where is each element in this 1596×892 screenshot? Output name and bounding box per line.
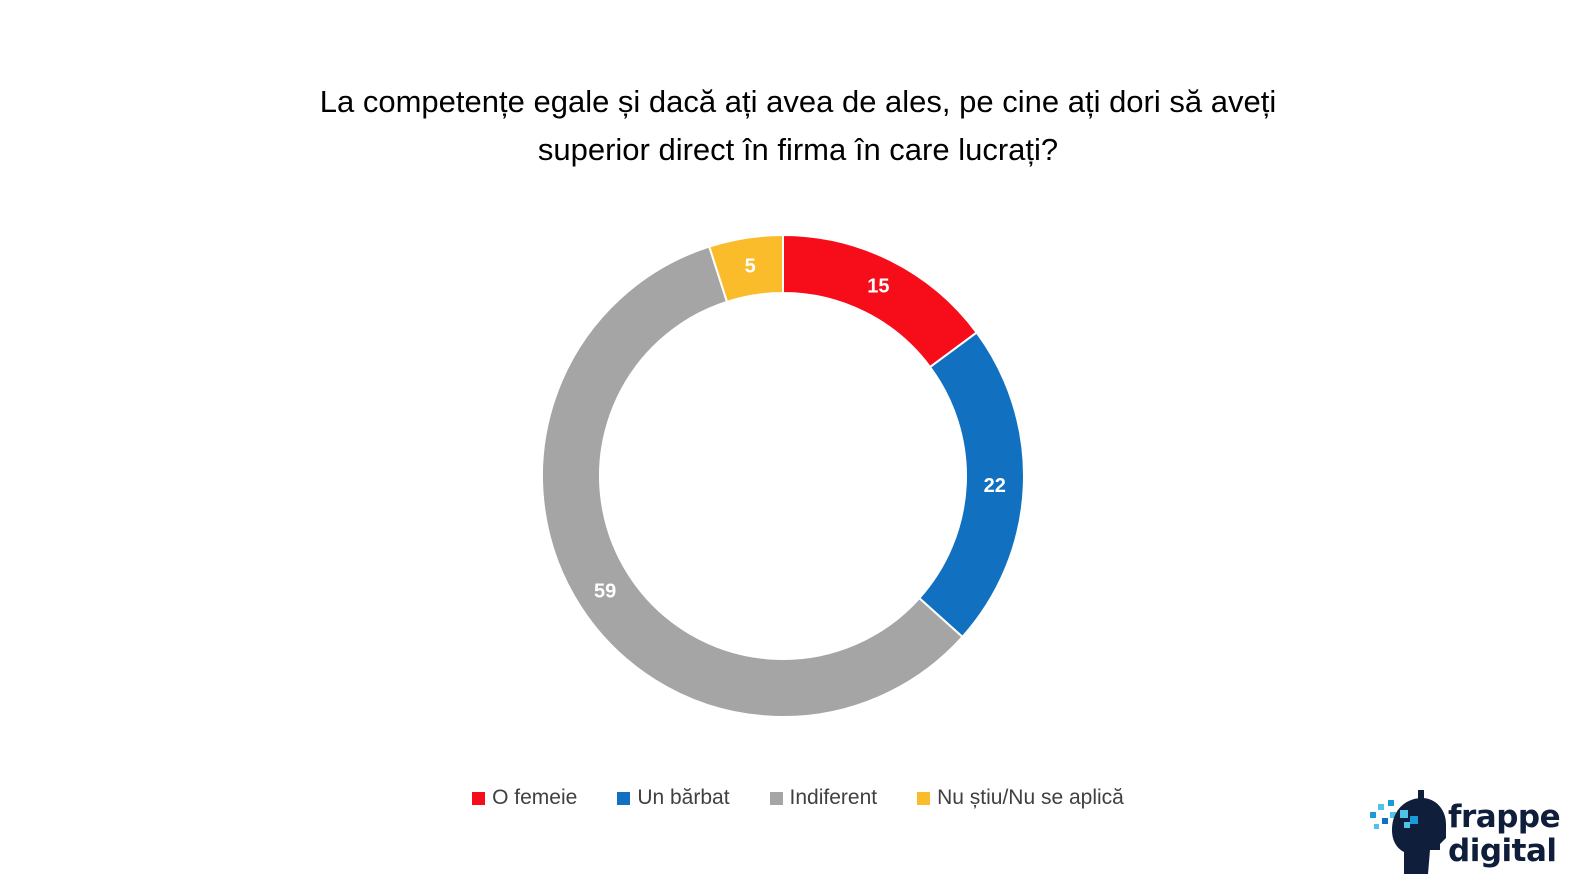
slice-o-femeie (782, 233, 979, 369)
label-indiferent: 59 (594, 580, 616, 602)
brand-wordmark: frappe digital (1448, 799, 1561, 869)
legend-label-nu-stiu: Nu știu/Nu se aplică (937, 786, 1124, 809)
legend-item-un-barbat: Un bărbat (617, 786, 730, 810)
legend-swatch-indiferent (769, 791, 783, 805)
legend-item-nu-stiu: Nu știu/Nu se aplică (917, 786, 1124, 810)
legend-item-o-femeie: O femeie (472, 786, 577, 810)
legend-swatch-o-femeie (472, 791, 486, 805)
label-nu-stiu: 5 (745, 256, 756, 278)
chart-legend: O femeie Un bărbat Indiferent Nu știu/Nu… (0, 786, 1596, 810)
label-un-barbat: 22 (984, 475, 1006, 497)
legend-label-un-barbat: Un bărbat (637, 786, 730, 809)
brand-line-1: frappe (1448, 799, 1561, 835)
slice-nu-stiu (707, 233, 784, 304)
donut-value-labels: 15 22 59 5 (594, 256, 1006, 603)
legend-swatch-nu-stiu (917, 791, 931, 805)
chart-title-line-1: La competențe egale și dacă ați avea de … (319, 84, 1277, 119)
legend-swatch-un-barbat (617, 791, 631, 805)
legend-label-o-femeie: O femeie (492, 786, 578, 809)
legend-label-indiferent: Indiferent (789, 786, 878, 809)
label-o-femeie: 15 (867, 276, 889, 298)
slice-un-barbat (917, 331, 1025, 639)
slice-indiferent (541, 245, 964, 718)
chart-title-line-2: superior direct în firma în care lucrați… (537, 132, 1059, 167)
legend-item-indiferent: Indiferent (769, 786, 878, 810)
chart-title: La competențe egale și dacă ați avea de … (0, 78, 1596, 174)
donut-slices (541, 233, 1025, 718)
brand-line-2: digital (1448, 833, 1557, 869)
head-pixel-logo-icon (1370, 790, 1446, 874)
